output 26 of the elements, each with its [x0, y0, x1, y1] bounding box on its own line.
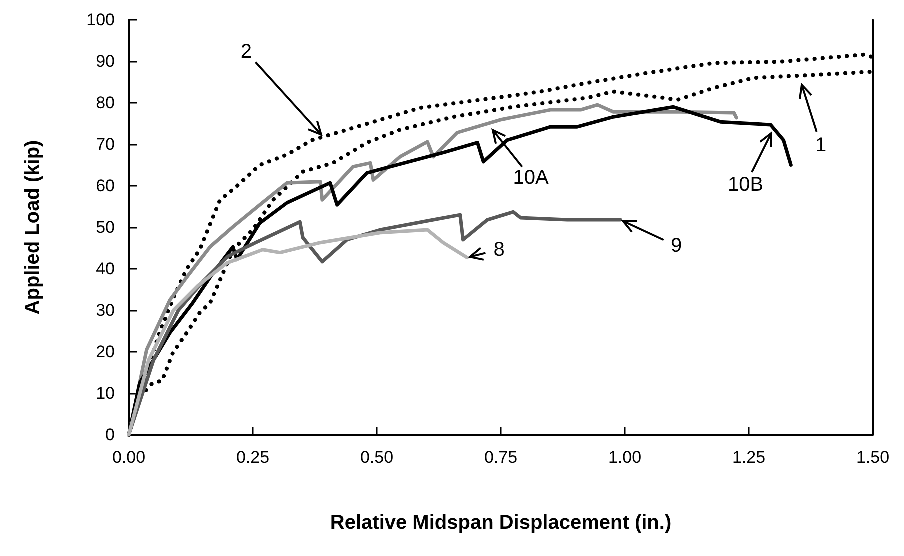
annotation: 8 [494, 238, 505, 261]
x-tick-label: 1.25 [732, 448, 766, 467]
y-tick-label: 80 [96, 94, 115, 112]
y-tick-label: 50 [96, 218, 115, 237]
annotation: 1 [816, 134, 827, 156]
x-tick-label: 0.50 [360, 448, 394, 467]
x-tick-label: 0.25 [236, 448, 270, 467]
x-tick-label: 0.00 [112, 448, 146, 467]
y-tick-label: 60 [96, 176, 115, 196]
y-tick-label: 30 [96, 301, 115, 320]
annotation: 10A [513, 166, 550, 189]
y-tick-label: 40 [96, 260, 115, 278]
x-axis-title: Relative Midspan Displacement (in.) [330, 512, 672, 534]
y-tick-label: 90 [96, 52, 115, 71]
x-tick-label: 1.50 [856, 448, 890, 467]
y-tick-label: 20 [96, 342, 115, 362]
annotation: 2 [240, 41, 252, 64]
y-tick-label: 10 [96, 384, 115, 403]
y-axis-title: Applied Load (kip) [22, 140, 44, 315]
annotation: 9 [670, 235, 682, 258]
x-tick-label: 0.75 [484, 448, 518, 467]
x-tick-label: 1.00 [608, 448, 642, 467]
y-tick-label: 0 [106, 426, 115, 444]
annotation: 10B [728, 174, 764, 196]
y-tick-label: 100 [86, 10, 115, 30]
y-tick-label: 70 [96, 135, 115, 154]
